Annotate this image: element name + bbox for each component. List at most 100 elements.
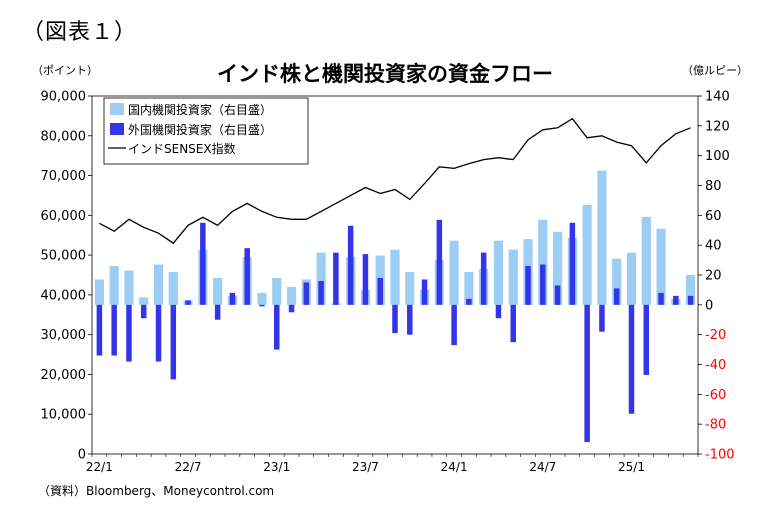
right-tick-label: 80 [705, 179, 722, 194]
bar-foreign [333, 252, 339, 305]
bar-foreign [628, 304, 635, 414]
plot-area: 0 10,000 20,000 30,000 40,000 50,000 60,000 70,… [41, 90, 735, 475]
bar-domestic [449, 240, 459, 305]
x-tick-label: 24/7 [529, 460, 556, 474]
bar-domestic [612, 258, 622, 305]
bar-domestic [94, 279, 104, 305]
bar-foreign [126, 304, 132, 362]
bar-domestic [153, 264, 164, 305]
left-tick-label: 40,000 [41, 288, 87, 303]
x-tick-label: 22/1 [86, 460, 113, 474]
x-tick-label: 22/7 [175, 460, 202, 474]
right-tick-label: -40 [705, 358, 726, 373]
legend-swatch-domestic [110, 103, 124, 115]
legend-label-foreign: 外国機関投資家（右目盛） [128, 122, 272, 137]
sensex-line [99, 117, 691, 245]
bar-foreign [673, 295, 679, 305]
bar-domestic [493, 240, 504, 305]
bar-domestic [109, 266, 119, 305]
left-tick-label: 80,000 [41, 129, 87, 144]
bar-foreign [643, 304, 650, 375]
bar-foreign [407, 304, 413, 335]
bar-domestic [641, 216, 651, 305]
left-tick-label: 70,000 [41, 169, 87, 184]
bar-foreign [554, 285, 561, 305]
bar-foreign [613, 288, 620, 305]
bar-domestic [582, 204, 592, 305]
bar-domestic [286, 286, 297, 305]
right-tick-label: 100 [705, 149, 730, 164]
left-tick-label: 50,000 [41, 249, 87, 264]
x-tick-label: 25/1 [618, 460, 645, 474]
x-tick-label: 24/1 [441, 460, 468, 474]
left-tick-label: 20,000 [41, 368, 87, 383]
bar-domestic [139, 297, 149, 305]
bar-domestic [597, 170, 607, 305]
bar-domestic [257, 292, 267, 305]
bar-foreign [569, 222, 576, 305]
legend-label-domestic: 国内機関投資家（右目盛） [128, 102, 272, 117]
x-tick-label: 23/7 [352, 460, 379, 474]
bar-foreign [229, 292, 236, 305]
left-tick-label: 0 [78, 448, 86, 463]
legend: 国内機関投資家（右目盛） 外国機関投資家（右目盛） インドSENSEX指数 [103, 97, 309, 165]
legend-label-sensex: インドSENSEX指数 [128, 141, 236, 156]
right-tick-label: 0 [705, 298, 713, 313]
bar-domestic [316, 252, 326, 305]
bar-foreign [466, 298, 472, 305]
bar-foreign [687, 295, 694, 305]
right-tick-label: -20 [705, 328, 726, 343]
bar-domestic [538, 219, 548, 305]
bar-foreign [377, 277, 383, 305]
bar-domestic [686, 275, 696, 305]
chart-title: インド株と機関投資家の資金フロー [217, 62, 553, 86]
left-tick-label: 90,000 [41, 90, 87, 105]
bar-foreign [259, 304, 265, 307]
right-tick-label: 60 [705, 209, 722, 224]
bar-foreign [392, 304, 398, 334]
bar-domestic [272, 277, 282, 305]
bar-foreign [540, 264, 546, 305]
left-tick-label: 10,000 [41, 408, 87, 423]
bar-foreign [421, 279, 428, 305]
bar-foreign [185, 300, 191, 305]
legend-swatch-foreign [110, 123, 124, 135]
source-note: （資料）Bloomberg、Moneycontrol.com [38, 484, 275, 498]
bar-foreign [170, 304, 177, 380]
bar-foreign [584, 304, 590, 443]
bar-domestic [464, 272, 474, 305]
bar-domestic [656, 228, 666, 305]
bar-foreign [214, 304, 221, 320]
left-tick-label: 60,000 [41, 209, 87, 224]
bar-foreign [303, 282, 310, 305]
x-tick-label: 23/1 [263, 460, 290, 474]
bar-foreign [510, 304, 516, 343]
bar-domestic [168, 272, 178, 305]
bar-foreign [599, 304, 605, 332]
right-tick-label: -80 [705, 418, 726, 433]
right-tick-label: 140 [705, 90, 730, 105]
bar-foreign [200, 222, 206, 305]
bar-domestic [553, 231, 563, 305]
bar-foreign [436, 219, 443, 305]
bar-domestic [405, 272, 415, 305]
bar-foreign [362, 254, 369, 305]
bar-foreign [140, 304, 147, 319]
bar-domestic [626, 252, 637, 305]
bar-foreign [495, 304, 502, 319]
bar-domestic [508, 249, 518, 305]
bar-foreign [274, 304, 280, 350]
bar-foreign [658, 292, 664, 305]
bar-domestic [390, 249, 400, 305]
bar-foreign [451, 304, 457, 346]
bar-foreign [244, 248, 250, 305]
bar-foreign [288, 304, 295, 313]
right-tick-label: 120 [705, 119, 730, 134]
bar-foreign [347, 225, 354, 305]
right-axis-unit: （億ルピー） [682, 64, 748, 77]
figure-label: （図表１） [22, 20, 138, 45]
bar-foreign [155, 304, 162, 362]
left-axis-unit: （ポイント） [32, 64, 98, 77]
bar-domestic [213, 277, 223, 305]
